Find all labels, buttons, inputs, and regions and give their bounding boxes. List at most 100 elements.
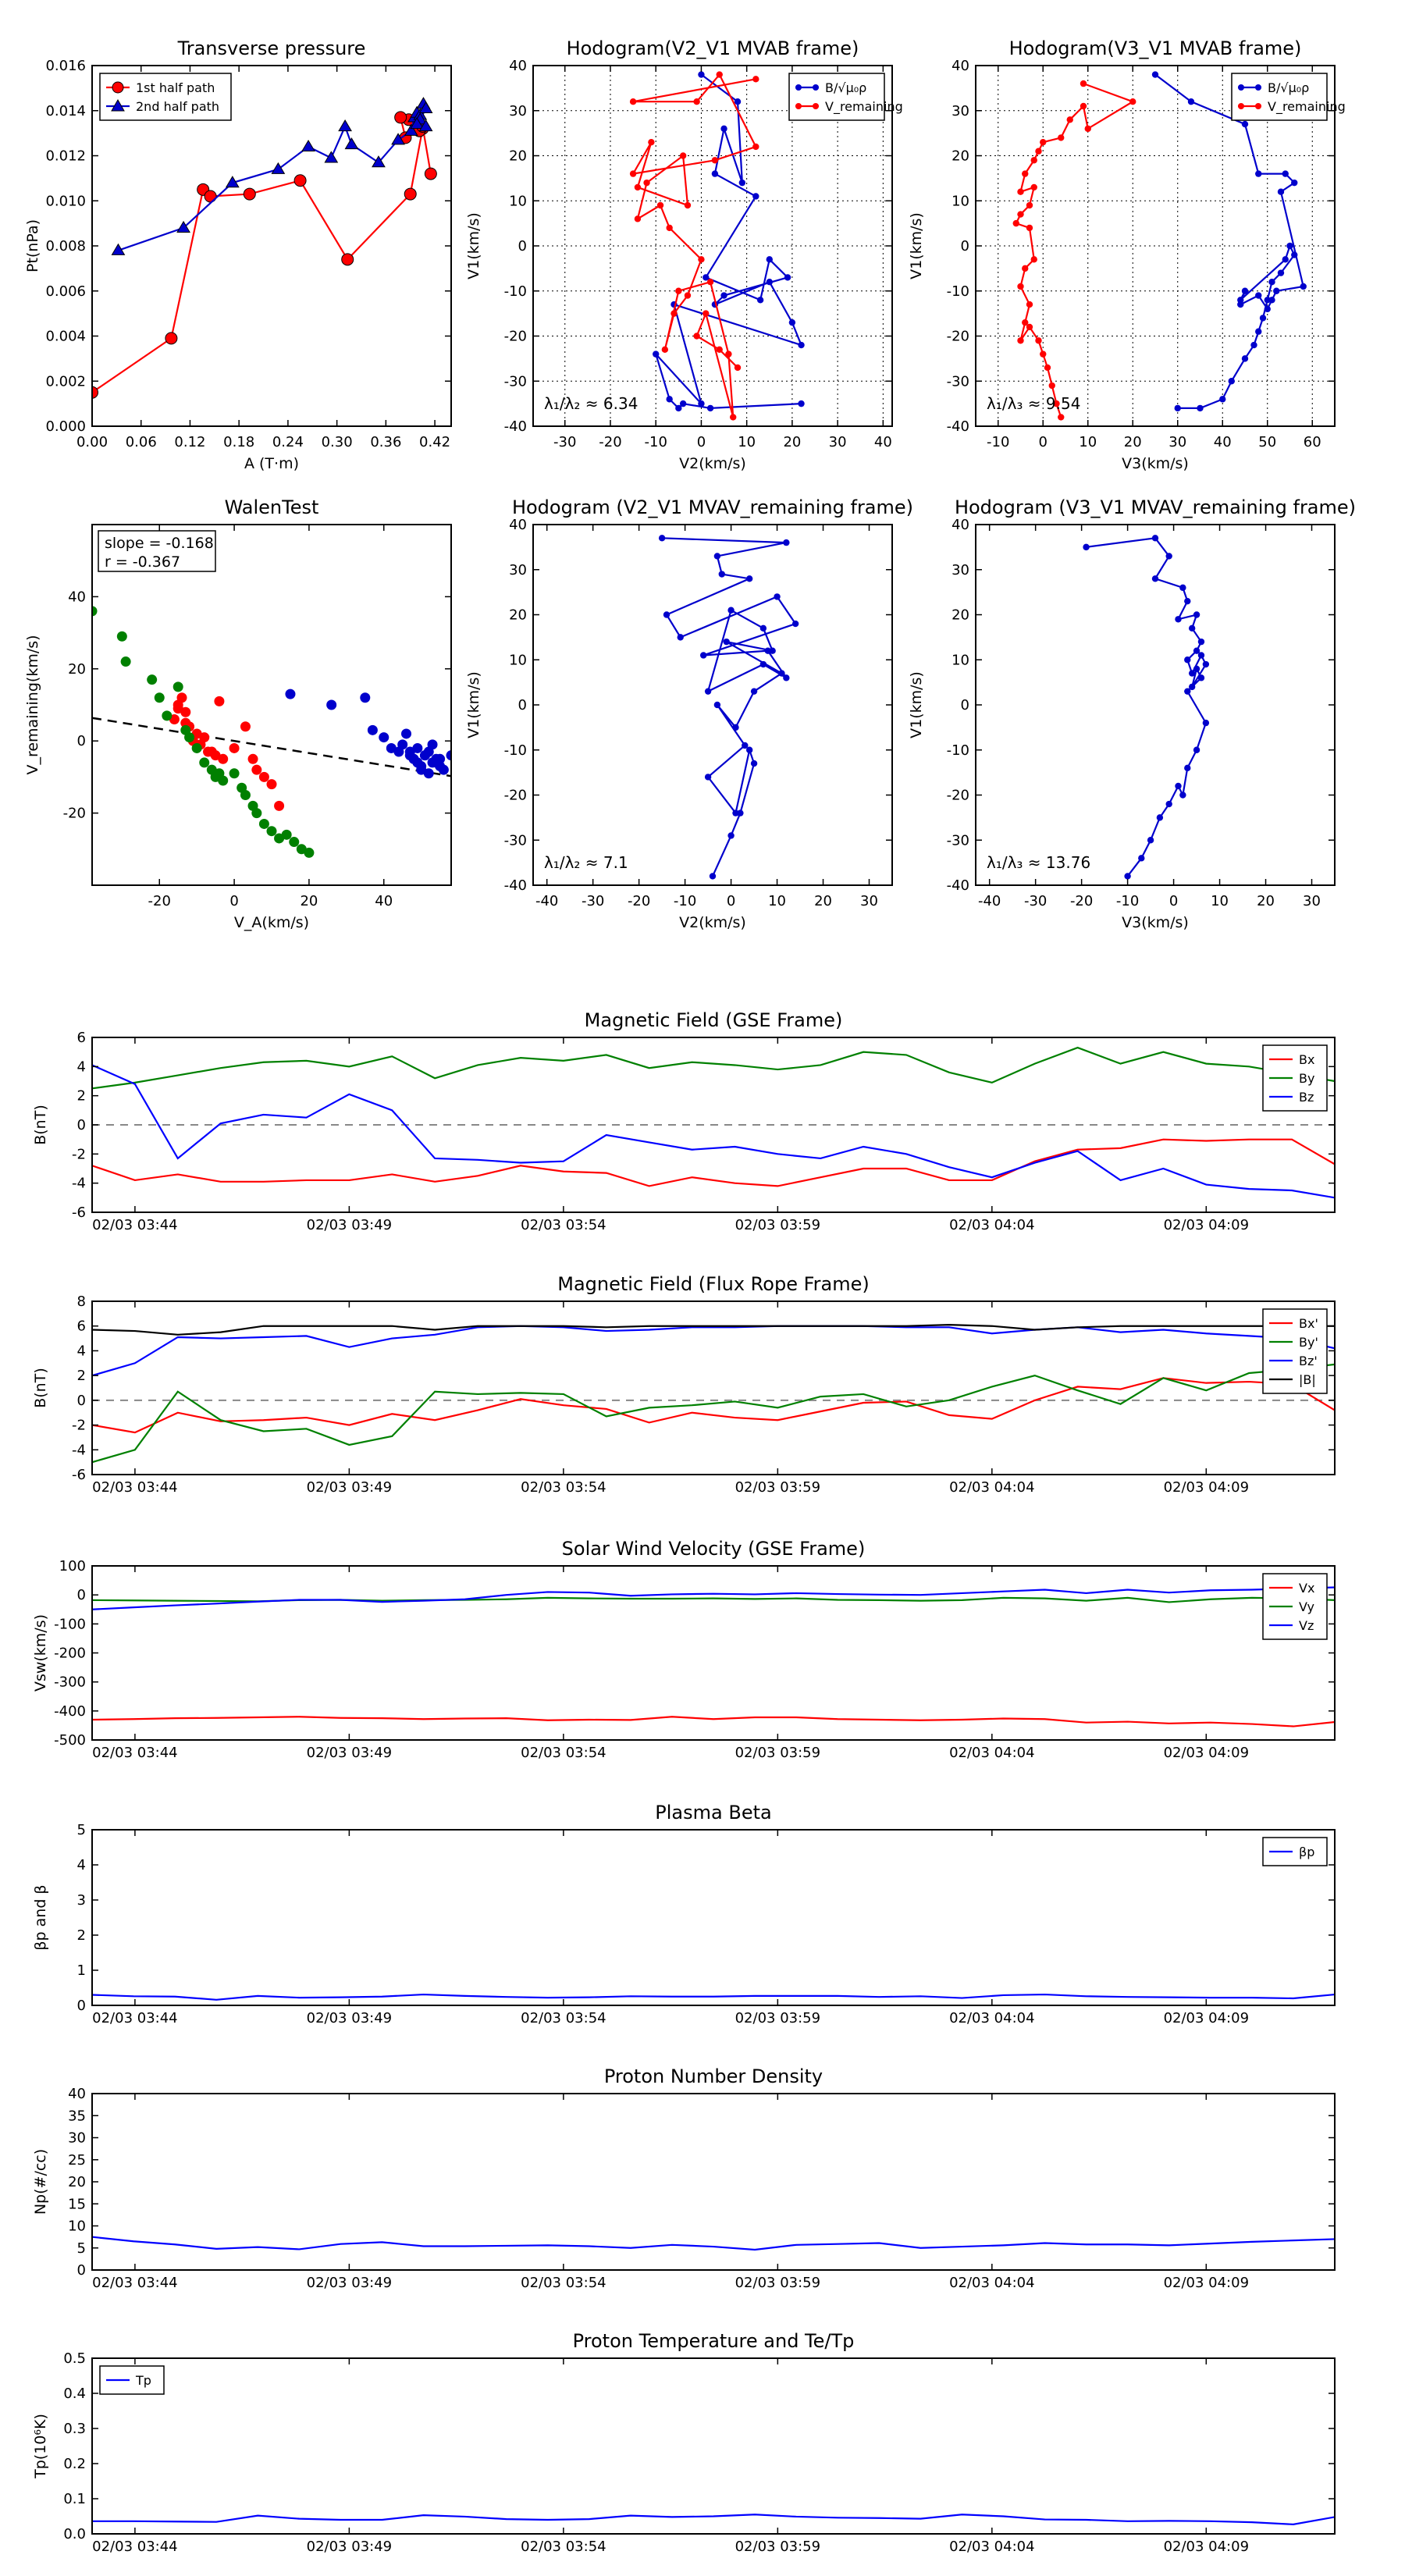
data-point [1188,624,1196,632]
data-point [1264,305,1271,313]
x-tick-label: 20 [783,434,801,450]
x-tick-label: 10 [768,893,786,909]
data-point [1017,337,1024,344]
data-point [713,701,721,709]
x-tick-label: -30 [1024,893,1047,909]
x-tick-label: -10 [1116,893,1139,909]
data-point [750,760,758,767]
data-point [1175,782,1182,790]
data-point [663,611,670,618]
y-axis-label: V_remaining(km/s) [24,635,41,774]
y-tick-label: -100 [54,1616,86,1632]
data-point [1193,611,1200,618]
y-tick-label: 20 [951,148,969,165]
data-layer [629,71,805,421]
y-tick-label: 2 [77,1088,86,1105]
data-point [1255,170,1262,177]
y-tick-label: 40 [509,58,527,74]
x-tick-label: 02/03 03:49 [307,1745,392,1761]
y-tick-label: 0.4 [63,2386,86,2402]
data-point [424,167,437,180]
y-tick-label: 4 [77,1857,86,1873]
y-tick-label: -6 [72,1204,86,1221]
x-tick-label: 40 [874,434,892,450]
chart-bfield-gse: Magnetic Field (GSE Frame) 02/03 03:44 02/… [32,1009,1336,1233]
y-tick-label: 35 [68,2108,86,2124]
x-tick-label: 02/03 03:44 [92,1217,177,1233]
x-tick-label: 0.00 [76,434,108,450]
x-tick-label: -40 [535,893,558,909]
y-tick-label: -400 [54,1703,86,1720]
data-point [1277,188,1285,195]
data-point [1165,553,1172,560]
x-axis-label: V3(km/s) [1122,914,1189,931]
y-tick-label: -30 [947,832,969,849]
x-tick-label: 02/03 03:49 [307,1479,392,1496]
legend-label: Bz' [1299,1354,1318,1368]
x-tick-label: 02/03 04:09 [1164,2010,1249,2026]
data-point [344,137,359,150]
x-tick-label: 0.36 [370,434,401,450]
data-point [341,253,354,266]
legend-box [1231,73,1328,121]
data-point [723,638,730,646]
y-tick-label: -30 [947,373,969,390]
legend-marker [813,84,819,91]
series-bz--line [92,1325,1335,1377]
data-point [322,888,333,898]
y-tick-label: -20 [504,329,527,345]
legend-marker [1255,84,1261,91]
x-tick-label: 02/03 03:54 [521,2010,606,2026]
y-tick-label: 10 [509,652,527,668]
data-point [338,119,352,132]
x-tick-label: 02/03 03:59 [735,2010,820,2026]
data-point [1202,660,1210,668]
data-layer [92,1993,1335,2001]
data-point [247,753,258,764]
chart-title: Solar Wind Velocity (GSE Frame) [562,1538,866,1560]
annotation-box [98,530,216,572]
y-tick-label: -6 [72,1467,86,1483]
data-point [1259,315,1267,322]
data-point [1291,179,1298,187]
data-point [704,774,712,781]
data-point [750,688,758,695]
x-tick-label: -20 [148,893,171,909]
data-point [1237,301,1244,308]
y-axis-label: B(nT) [32,1105,49,1145]
plot-frame [91,1829,1336,2006]
y-tick-label: 0.010 [45,193,86,209]
y-tick-label: -40 [504,877,527,894]
data-point [1156,814,1164,821]
x-tick-label: 60 [1304,434,1321,450]
y-tick-label: 0 [77,1117,86,1133]
y-tick-label: 0 [77,1998,86,2014]
x-tick-label: 02/03 04:09 [1164,2539,1249,2555]
data-point [229,742,240,753]
series-v-remaining-line [1015,83,1135,418]
data-point [1012,219,1019,227]
data-point [693,98,700,105]
data-point [1165,800,1172,808]
y-tick-label: -20 [947,788,969,804]
data-layer [1012,71,1307,421]
x-tick-label: 02/03 03:44 [92,2010,177,2026]
x-axis-label: V3(km/s) [1122,455,1189,472]
data-point [379,732,389,743]
chart-title: Proton Number Density [604,2065,823,2087]
data-point [1151,535,1159,542]
y-tick-label: 0.006 [45,283,86,300]
data-point [1017,188,1024,195]
data-point [1129,98,1136,105]
data-point [752,76,759,83]
data-point [1066,116,1073,123]
data-point [702,274,710,281]
ratio-annotation: λ₁/λ₃ ≈ 13.76 [987,853,1090,872]
plot-frame [91,524,452,886]
y-tick-label: 0 [77,733,86,749]
y-tick-label: -10 [947,283,969,300]
data-point [199,757,210,768]
y-tick-label: -500 [54,1732,86,1749]
data-point [677,634,684,641]
data-point [225,176,240,188]
